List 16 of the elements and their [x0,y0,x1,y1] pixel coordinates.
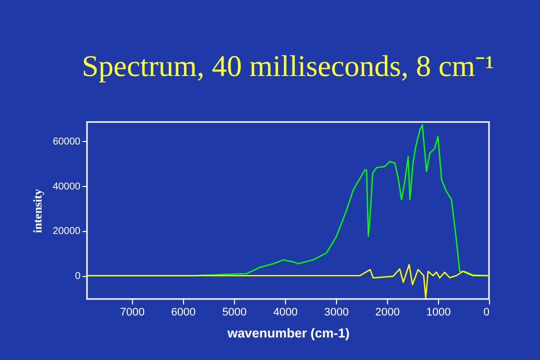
x-tick-label: 0 [483,306,490,318]
y-tick-label: 60000 [52,136,81,148]
x-tick-label: 7000 [120,306,145,318]
y-tick-label: 0 [74,271,81,282]
x-tick-label: 1000 [426,306,451,318]
x-tick-label: 3000 [324,306,349,318]
x-tick-label: 6000 [171,306,196,318]
x-tick-label: 4000 [273,306,298,318]
y-axis-title: intensity [30,188,45,234]
line-series [87,264,489,299]
x-axis-title: wavenumber (cm-1) [226,326,350,340]
x-tick-label: 5000 [222,306,247,318]
x-tick-label: 2000 [375,306,400,318]
y-tick-label: 20000 [52,226,81,238]
chart-title: Spectrum, 40 milliseconds, 8 cm⁻¹ [82,50,494,83]
y-tick-label: 40000 [52,181,81,192]
